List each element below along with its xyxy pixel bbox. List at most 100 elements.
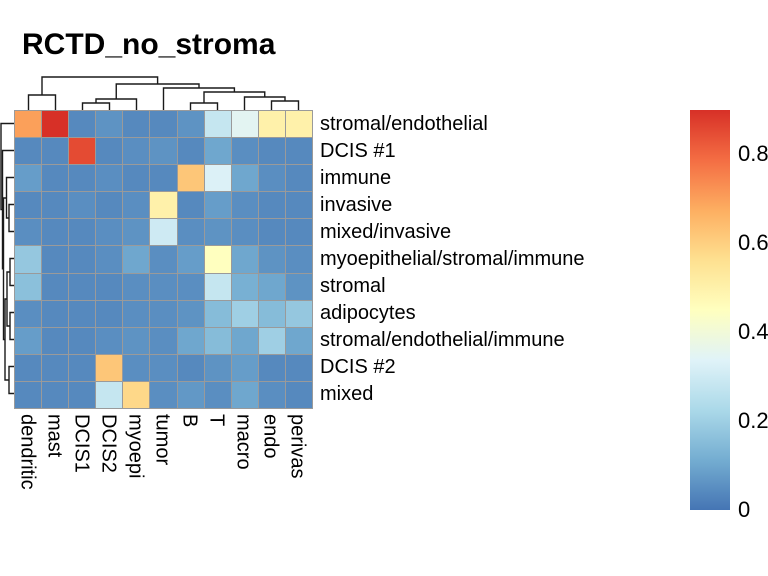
heatmap-cell [285, 354, 312, 381]
heatmap-cell [15, 300, 42, 327]
column-dendrogram [27, 76, 300, 110]
heatmap-cell [42, 165, 69, 192]
heatmap-cell [69, 327, 96, 354]
heatmap-cell [204, 192, 231, 219]
heatmap-cell [42, 300, 69, 327]
heatmap-cell [96, 246, 123, 273]
row-label: myoepithelial/stromal/immune [320, 247, 585, 270]
heatmap-cell [150, 138, 177, 165]
heatmap-cell [15, 354, 42, 381]
heatmap-cell [231, 300, 258, 327]
heatmap-cell [69, 273, 96, 300]
column-label: tumor [151, 414, 174, 466]
heatmap-cell [258, 138, 285, 165]
column-label: myoepi [124, 414, 147, 479]
row-label: invasive [320, 193, 393, 216]
heatmap-cell [123, 273, 150, 300]
heatmap-cell [15, 246, 42, 273]
colorbar-tick-label: 0.4 [738, 319, 768, 345]
row-label: adipocytes [320, 301, 416, 324]
heatmap-cell [96, 138, 123, 165]
heatmap-cell [285, 111, 312, 138]
heatmap-cell [285, 381, 312, 408]
heatmap-cell [177, 354, 204, 381]
heatmap-cell [15, 138, 42, 165]
heatmap-cell [96, 165, 123, 192]
heatmap-cell [96, 327, 123, 354]
heatmap-cell [42, 354, 69, 381]
heatmap-cell [177, 111, 204, 138]
heatmap-cell [69, 192, 96, 219]
heatmap-cell [204, 381, 231, 408]
heatmap-cell [123, 219, 150, 246]
heatmap-cell [69, 138, 96, 165]
heatmap-cell [42, 138, 69, 165]
heatmap-cell [69, 381, 96, 408]
heatmap-cell [123, 354, 150, 381]
heatmap-cell [231, 219, 258, 246]
heatmap-cell [258, 111, 285, 138]
row-label: mixed [320, 382, 374, 405]
heatmap-cell [42, 111, 69, 138]
heatmap-cell [231, 354, 258, 381]
heatmap-cell [204, 327, 231, 354]
colorbar-tick-label: 0 [738, 497, 751, 522]
heatmap-cell [231, 327, 258, 354]
column-label: perivas [286, 414, 309, 479]
heatmap-cell [123, 300, 150, 327]
heatmap-cell [15, 219, 42, 246]
heatmap-cell [123, 327, 150, 354]
colorbar-tick-label: 0.8 [738, 141, 768, 167]
column-label: macro [232, 414, 255, 470]
heatmap-cell [42, 219, 69, 246]
row-label: DCIS #2 [320, 355, 396, 378]
heatmap-cell [204, 165, 231, 192]
heatmap-cell [231, 381, 258, 408]
heatmap-cell [177, 138, 204, 165]
heatmap-cell [15, 273, 42, 300]
heatmap-cell [204, 273, 231, 300]
heatmap-cell [150, 246, 177, 273]
heatmap-cell [258, 219, 285, 246]
heatmap-cell [69, 246, 96, 273]
heatmap-cell [258, 165, 285, 192]
heatmap-cell [177, 165, 204, 192]
heatmap-cell [285, 192, 312, 219]
heatmap-cell [204, 138, 231, 165]
heatmap-cell [69, 300, 96, 327]
heatmap-cell [258, 381, 285, 408]
heatmap-cell [204, 219, 231, 246]
heatmap-cell [231, 165, 258, 192]
heatmap-cell [15, 192, 42, 219]
row-label: DCIS #1 [320, 139, 396, 162]
heatmap-cell [231, 138, 258, 165]
row-label: mixed/invasive [320, 220, 452, 243]
heatmap-cell [96, 354, 123, 381]
heatmap-cell [123, 111, 150, 138]
heatmap-cell [204, 300, 231, 327]
column-label: dendritic [16, 414, 39, 490]
heatmap-cell [15, 111, 42, 138]
colorbar [690, 110, 730, 510]
heatmap-cell [123, 381, 150, 408]
row-dendrogram [0, 122, 15, 395]
heatmap-cell [285, 138, 312, 165]
heatmap-cell [123, 192, 150, 219]
heatmap-cell [150, 381, 177, 408]
heatmap-cell [285, 300, 312, 327]
heatmap-cell [177, 381, 204, 408]
heatmap-cell [285, 165, 312, 192]
heatmap-cell [231, 192, 258, 219]
heatmap-cell [15, 165, 42, 192]
heatmap-cell [42, 273, 69, 300]
heatmap-cell [96, 219, 123, 246]
heatmap-cell [258, 327, 285, 354]
heatmap-cell [15, 327, 42, 354]
heatmap-cell [150, 273, 177, 300]
heatmap-cell [285, 219, 312, 246]
heatmap-cell [258, 300, 285, 327]
heatmap-cell [231, 246, 258, 273]
row-label: stromal [320, 274, 386, 297]
column-label: DCIS1 [70, 414, 93, 473]
heatmap-cell [123, 246, 150, 273]
